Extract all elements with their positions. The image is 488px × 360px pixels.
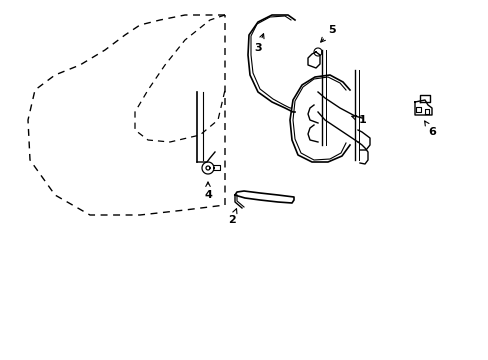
Text: 1: 1 bbox=[351, 115, 366, 125]
Text: 6: 6 bbox=[424, 121, 435, 137]
Text: 5: 5 bbox=[320, 25, 335, 42]
Text: 2: 2 bbox=[228, 209, 236, 225]
Text: 4: 4 bbox=[203, 182, 211, 200]
Text: 3: 3 bbox=[254, 34, 264, 53]
